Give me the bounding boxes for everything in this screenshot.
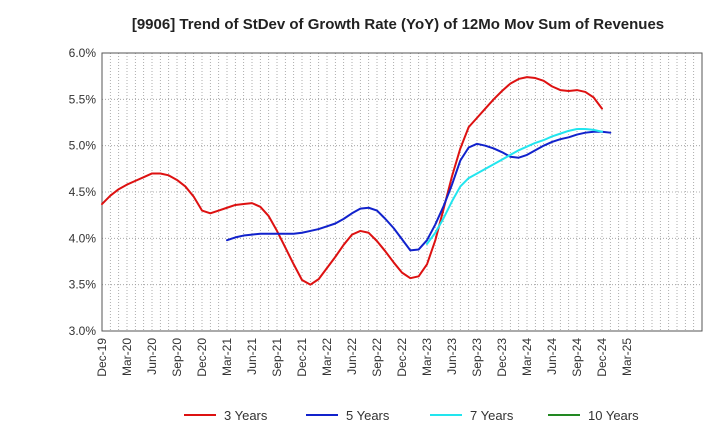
gridlines: [102, 53, 702, 331]
axes: 3.0% 3.5% 4.0% 4.5% 5.0% 5.5% 6.0% Dec-19 Mar-20…: [69, 46, 703, 377]
x-tick-label: Mar-25: [620, 338, 634, 376]
x-tick-label: Mar-24: [520, 338, 534, 376]
legend-label: 10 Years: [588, 408, 639, 423]
x-tick-label: Sep-24: [570, 338, 584, 377]
x-tick-label: Sep-21: [270, 338, 284, 377]
x-tick-label: Sep-22: [370, 338, 384, 377]
x-tick-label: Mar-20: [120, 338, 134, 376]
x-tick-label: Dec-20: [195, 338, 209, 377]
series-lines: [101, 76, 612, 286]
legend-label: 7 Years: [470, 408, 514, 423]
legend-label: 3 Years: [224, 408, 268, 423]
y-tick-label: 3.0%: [69, 324, 97, 338]
legend-label: 5 Years: [346, 408, 390, 423]
series-line-3-years: [101, 76, 603, 286]
x-tick-label: Sep-23: [470, 338, 484, 377]
series-line-5-years: [226, 130, 612, 252]
x-tick-label: Dec-19: [95, 338, 109, 377]
x-tick-label: Jun-22: [345, 338, 359, 375]
x-tick-label: Mar-23: [420, 338, 434, 376]
x-tick-label: Jun-20: [145, 338, 159, 375]
series-line-7-years: [426, 127, 603, 245]
x-tick-label: Jun-23: [445, 338, 459, 375]
legend: 3 Years 5 Years 7 Years 10 Years: [184, 408, 639, 423]
chart-title: [9906] Trend of StDev of Growth Rate (Yo…: [132, 16, 664, 33]
x-tick-label: Mar-21: [220, 338, 234, 376]
x-tick-label: Jun-21: [245, 338, 259, 375]
y-tick-label: 4.0%: [69, 231, 97, 245]
y-tick-label: 3.5%: [69, 278, 97, 292]
y-tick-label: 4.5%: [69, 185, 97, 199]
x-tick-label: Jun-24: [545, 338, 559, 375]
plot-frame: [101, 52, 703, 332]
y-tick-label: 6.0%: [69, 46, 97, 60]
x-tick-label: Dec-24: [595, 338, 609, 377]
x-tick-label: Sep-20: [170, 338, 184, 377]
y-tick-label: 5.5%: [69, 92, 97, 106]
x-tick-label: Dec-22: [395, 338, 409, 377]
y-tick-label: 5.0%: [69, 139, 97, 153]
x-tick-label: Dec-23: [495, 338, 509, 377]
x-tick-label: Mar-22: [320, 338, 334, 376]
x-tick-label: Dec-21: [295, 338, 309, 377]
